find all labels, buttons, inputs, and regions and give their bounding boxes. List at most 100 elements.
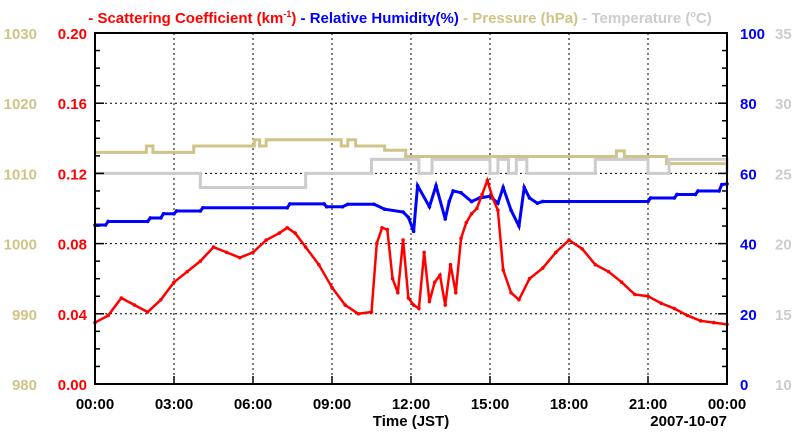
data-point bbox=[593, 262, 598, 267]
data-point bbox=[672, 196, 677, 200]
data-point bbox=[277, 231, 282, 235]
data-point bbox=[517, 224, 521, 228]
data-point bbox=[343, 303, 347, 307]
scattering-tick-label: 0.00 bbox=[58, 377, 87, 394]
data-point bbox=[501, 185, 505, 190]
data-point bbox=[490, 196, 495, 200]
temperature-tick-label: 15 bbox=[775, 307, 792, 324]
x-axis-label: Time (JST) bbox=[373, 413, 449, 430]
data-point bbox=[447, 199, 451, 204]
data-point bbox=[648, 196, 653, 200]
data-point bbox=[293, 231, 297, 235]
humidity-tick-label: 80 bbox=[740, 96, 757, 113]
x-tick-label: 00:00 bbox=[708, 396, 746, 413]
data-point bbox=[198, 209, 203, 213]
data-point bbox=[427, 204, 432, 209]
x-tick-label: 06:00 bbox=[234, 396, 272, 413]
data-point bbox=[356, 312, 361, 316]
data-point bbox=[264, 238, 268, 242]
data-point bbox=[438, 273, 442, 277]
legend-label-2: Pressure (hPa) bbox=[472, 10, 578, 27]
series-scattering-coefficient bbox=[94, 176, 728, 326]
legend-tail: ) bbox=[291, 10, 296, 27]
scattering-tick-label: 0.08 bbox=[58, 237, 87, 254]
data-point bbox=[698, 319, 703, 323]
data-point bbox=[527, 196, 532, 200]
data-point bbox=[198, 259, 203, 263]
series-relative-humidity bbox=[95, 180, 728, 232]
pressure-tick-label: 1000 bbox=[4, 237, 37, 254]
x-tick-label: 03:00 bbox=[155, 396, 193, 413]
legend-dash: - bbox=[459, 10, 472, 27]
temperature-tick-label: 25 bbox=[775, 166, 792, 183]
data-point bbox=[106, 219, 110, 224]
legend-dash: - bbox=[88, 10, 97, 27]
data-point bbox=[380, 226, 384, 230]
series-temperature bbox=[95, 157, 729, 189]
data-point bbox=[432, 280, 437, 285]
legend-label-0: Scattering Coefficient (km bbox=[97, 10, 283, 27]
data-point bbox=[185, 269, 189, 274]
legend-dash: - bbox=[296, 10, 309, 27]
data-point bbox=[303, 245, 308, 249]
data-point bbox=[406, 215, 411, 220]
data-point bbox=[693, 192, 698, 197]
data-point bbox=[522, 185, 527, 190]
data-point bbox=[119, 296, 124, 300]
humidity-tick-label: 20 bbox=[740, 307, 757, 324]
data-point bbox=[580, 247, 584, 251]
data-point bbox=[251, 250, 255, 255]
date-label: 2007-10-07 bbox=[650, 413, 727, 430]
scattering-tick-label: 0.04 bbox=[58, 307, 88, 324]
legend-sup: -1 bbox=[283, 9, 291, 19]
data-point bbox=[453, 290, 458, 295]
data-point bbox=[330, 285, 334, 290]
pressure-tick-label: 1020 bbox=[4, 96, 37, 113]
data-point bbox=[103, 223, 108, 227]
temperature-tick-label: 30 bbox=[775, 96, 792, 113]
data-point bbox=[427, 299, 432, 304]
humidity-tick-label: 40 bbox=[740, 237, 757, 254]
legend-dash: - bbox=[578, 10, 591, 27]
data-point bbox=[145, 310, 150, 314]
data-point bbox=[415, 183, 420, 188]
data-point bbox=[145, 219, 150, 224]
data-point bbox=[567, 238, 571, 242]
data-point bbox=[369, 310, 374, 314]
data-point bbox=[340, 204, 345, 209]
data-point bbox=[464, 220, 469, 225]
data-point bbox=[619, 280, 624, 285]
data-point bbox=[509, 290, 513, 295]
data-point bbox=[535, 201, 540, 206]
data-point bbox=[646, 199, 650, 204]
data-point bbox=[443, 303, 448, 307]
data-point bbox=[346, 202, 350, 207]
data-point bbox=[417, 306, 421, 311]
data-point bbox=[148, 216, 153, 220]
data-point bbox=[422, 250, 426, 255]
data-point bbox=[411, 229, 416, 234]
data-point bbox=[285, 226, 290, 230]
humidity-tick-label: 100 bbox=[740, 26, 765, 43]
data-point bbox=[659, 301, 663, 306]
data-point bbox=[696, 189, 700, 193]
legend-tail: C) bbox=[696, 10, 712, 27]
data-point bbox=[285, 205, 290, 210]
data-point bbox=[685, 313, 690, 318]
legend-label-1: Relative Humidity(%) bbox=[310, 10, 459, 27]
data-point bbox=[443, 217, 448, 221]
x-tick-label: 18:00 bbox=[550, 396, 588, 413]
data-point bbox=[372, 202, 376, 207]
data-point bbox=[159, 216, 163, 220]
data-point bbox=[211, 245, 216, 249]
data-point bbox=[161, 211, 166, 216]
data-point bbox=[501, 268, 505, 272]
data-point bbox=[238, 255, 242, 260]
data-point bbox=[459, 236, 463, 241]
data-point bbox=[390, 276, 395, 281]
data-point bbox=[448, 262, 453, 267]
data-point bbox=[485, 178, 490, 183]
data-point bbox=[469, 199, 474, 204]
data-point bbox=[719, 182, 724, 187]
